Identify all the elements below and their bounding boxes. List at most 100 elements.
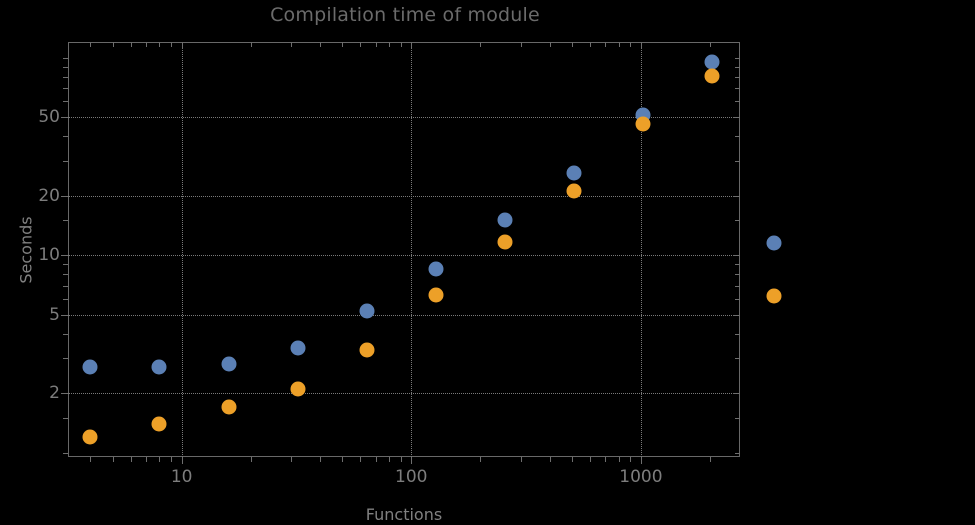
x-axis-minor-tick (400, 457, 402, 462)
data-point-series-blue (566, 165, 582, 181)
x-axis-minor-tick-top (112, 42, 114, 47)
y-gridline (68, 117, 740, 119)
y-axis-minor-tick-right (735, 76, 740, 78)
x-axis-tick (640, 457, 642, 464)
x-axis-minor-tick-top (589, 42, 591, 47)
y-gridline (68, 393, 740, 395)
x-axis-tick-top (181, 42, 183, 49)
y-axis-tick-right (733, 255, 740, 257)
y-axis-minor-tick-right (735, 274, 740, 276)
y-gridline (68, 255, 740, 257)
x-axis-minor-tick (389, 457, 391, 462)
y-axis-minor-tick-right (735, 358, 740, 360)
x-axis-minor-tick-top (375, 42, 377, 47)
y-gridline (68, 314, 740, 316)
x-axis-minor-tick-top (171, 42, 173, 47)
y-axis-minor-tick (63, 76, 68, 78)
x-axis-minor-tick (112, 457, 114, 462)
y-axis-tick-right (733, 314, 740, 316)
y-axis-minor-tick-right (735, 220, 740, 222)
x-axis-minor-tick (605, 457, 607, 462)
data-point-series-blue (151, 359, 167, 375)
x-axis-tick (411, 457, 413, 464)
data-point-series-orange (766, 288, 782, 304)
x-axis-minor-tick (589, 457, 591, 462)
y-axis-minor-tick-right (735, 101, 740, 103)
x-axis-minor-tick-top (571, 42, 573, 47)
y-axis-tick (61, 393, 68, 395)
x-axis-minor-tick-top (319, 42, 321, 47)
y-axis-minor-tick-right (735, 88, 740, 90)
x-axis-minor-tick (130, 457, 132, 462)
data-point-series-orange (704, 68, 720, 84)
x-gridline (640, 42, 642, 457)
y-axis-minor-tick (63, 57, 68, 59)
x-axis-minor-tick-top (710, 42, 712, 47)
x-axis-minor-tick (360, 457, 362, 462)
x-axis-minor-tick-top (520, 42, 522, 47)
data-point-series-blue (428, 261, 444, 277)
y-axis-minor-tick-right (735, 66, 740, 68)
x-axis-minor-tick (319, 457, 321, 462)
y-axis-minor-tick-right (735, 285, 740, 287)
y-axis-minor-tick (63, 285, 68, 287)
x-axis-minor-tick-top (618, 42, 620, 47)
data-point-series-blue (359, 303, 375, 319)
y-axis-minor-tick-right (735, 160, 740, 162)
x-axis-minor-tick-top (400, 42, 402, 47)
y-axis-minor-tick (63, 136, 68, 138)
y-axis-tick-label: 20 (38, 185, 60, 206)
y-axis-minor-tick (63, 298, 68, 300)
data-point-series-blue (497, 212, 513, 228)
x-gridline (181, 42, 183, 457)
x-axis-title: Functions (365, 505, 443, 524)
y-axis-tick-label: 5 (49, 304, 60, 325)
x-axis-minor-tick (710, 457, 712, 462)
x-axis-minor-tick (159, 457, 161, 462)
x-axis-tick-label: 10 (170, 467, 193, 487)
x-axis-minor-tick (90, 457, 92, 462)
data-point-series-blue (704, 54, 720, 70)
x-gridline (411, 42, 413, 457)
y-axis-minor-tick (63, 101, 68, 103)
y-axis-tick-label: 10 (38, 245, 60, 266)
x-axis-minor-tick (630, 457, 632, 462)
data-point-series-orange (428, 287, 444, 303)
y-axis-tick-label: 2 (49, 383, 60, 404)
data-point-series-orange (151, 416, 167, 432)
x-axis-minor-tick-top (360, 42, 362, 47)
y-axis-minor-tick (63, 417, 68, 419)
y-axis-tick (61, 117, 68, 119)
y-axis-tick (61, 195, 68, 197)
x-axis-minor-tick-top (159, 42, 161, 47)
y-axis-minor-tick (63, 333, 68, 335)
y-axis-minor-tick (63, 358, 68, 360)
x-axis-minor-tick (571, 457, 573, 462)
x-axis-minor-tick-top (342, 42, 344, 47)
x-axis-minor-tick (618, 457, 620, 462)
data-point-series-orange (497, 234, 513, 250)
x-axis-tick-label: 1000 (619, 467, 663, 487)
x-axis-minor-tick (171, 457, 173, 462)
x-axis-minor-tick (146, 457, 148, 462)
x-axis-minor-tick (342, 457, 344, 462)
x-axis-minor-tick-top (480, 42, 482, 47)
x-axis-minor-tick (480, 457, 482, 462)
data-point-series-blue (766, 235, 782, 251)
x-axis-minor-tick-top (630, 42, 632, 47)
y-axis-minor-tick (63, 160, 68, 162)
y-axis-minor-tick-right (735, 136, 740, 138)
x-axis-minor-tick (291, 457, 293, 462)
y-axis-minor-tick-right (735, 57, 740, 59)
x-axis-minor-tick-top (291, 42, 293, 47)
y-axis-tick-label: 50 (38, 107, 60, 128)
x-axis-minor-tick (520, 457, 522, 462)
y-axis-minor-tick (63, 66, 68, 68)
data-point-series-orange (221, 399, 237, 415)
x-axis-minor-tick-top (90, 42, 92, 47)
x-axis-minor-tick (375, 457, 377, 462)
data-point-series-orange (566, 183, 582, 199)
x-axis-minor-tick-top (146, 42, 148, 47)
data-point-series-blue (290, 340, 306, 356)
y-axis-tick-right (733, 195, 740, 197)
